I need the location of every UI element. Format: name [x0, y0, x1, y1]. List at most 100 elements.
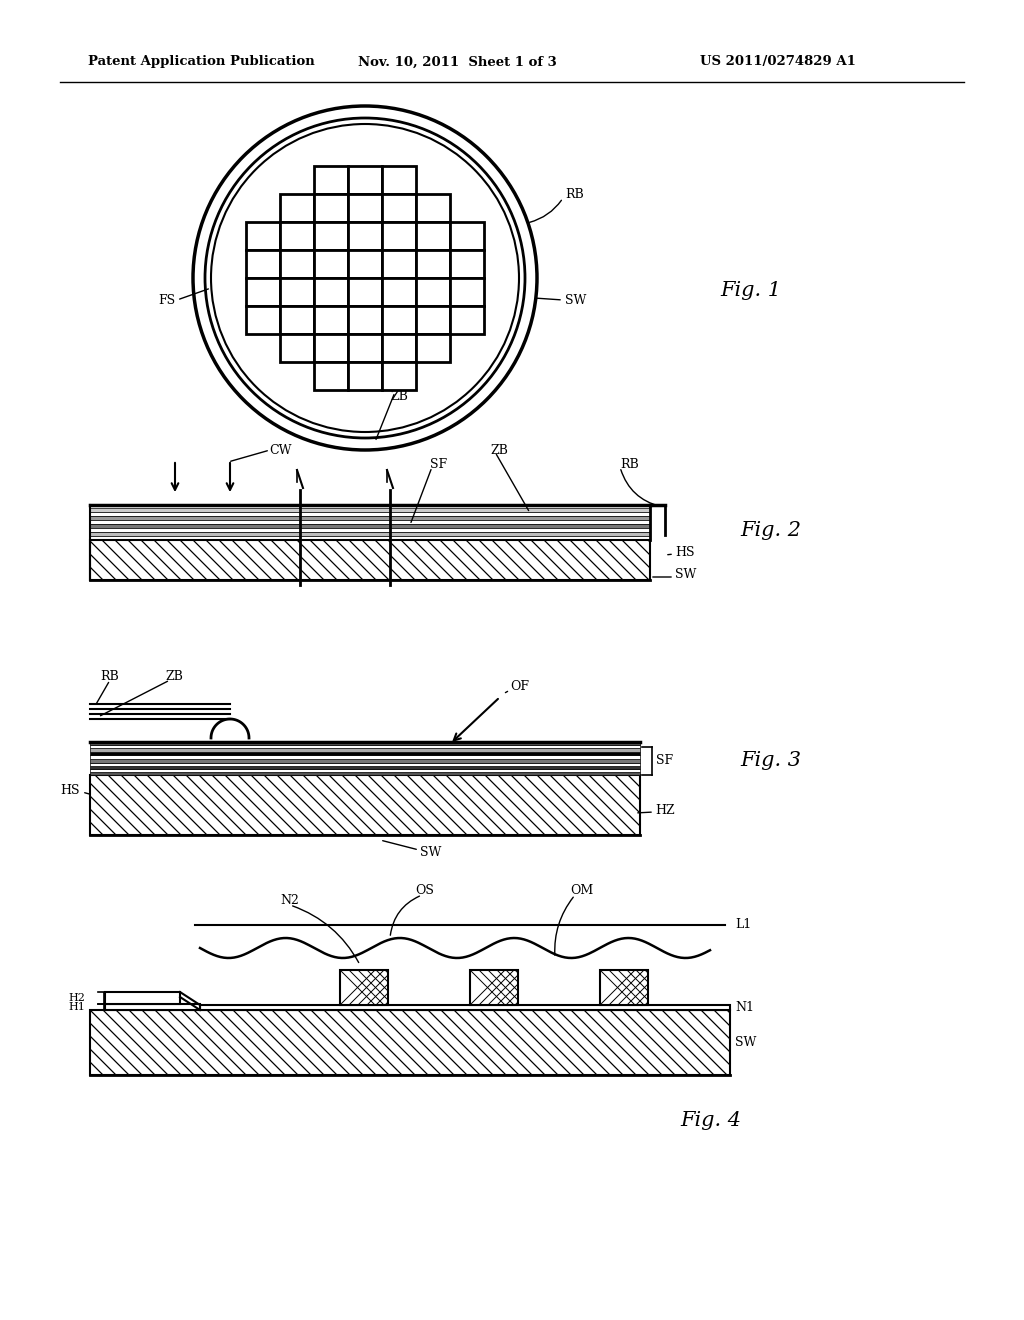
Text: RB: RB — [100, 671, 119, 684]
Bar — [450, 279, 484, 306]
Text: SW: SW — [565, 293, 587, 306]
Bar — [416, 279, 450, 306]
Text: SW: SW — [675, 569, 696, 582]
Text: Fig. 1: Fig. 1 — [720, 281, 781, 300]
Bar — [105, 993, 180, 1005]
Text: CW: CW — [268, 444, 291, 457]
Bar — [314, 194, 348, 222]
Text: OF: OF — [510, 681, 529, 693]
Bar — [450, 306, 484, 334]
Bar — [314, 166, 348, 194]
Text: ZB: ZB — [490, 444, 508, 457]
Bar — [90, 516, 650, 520]
Bar — [90, 1010, 730, 1074]
Bar — [90, 540, 650, 579]
Text: SF: SF — [656, 755, 673, 767]
Bar — [90, 770, 640, 772]
Bar — [382, 194, 416, 222]
Bar — [382, 222, 416, 249]
Bar — [90, 512, 650, 516]
Text: H1: H1 — [69, 1002, 85, 1012]
Text: HS: HS — [675, 545, 694, 558]
Bar — [348, 194, 382, 222]
Bar — [90, 536, 650, 540]
Bar — [90, 742, 640, 744]
Text: SW: SW — [420, 846, 441, 859]
Bar — [280, 222, 314, 249]
Bar — [246, 279, 280, 306]
Bar — [90, 752, 640, 755]
Bar — [90, 528, 650, 532]
Bar — [382, 334, 416, 362]
Bar — [90, 508, 650, 512]
Bar — [470, 970, 518, 1005]
Text: FS: FS — [158, 293, 175, 306]
Text: Patent Application Publication: Patent Application Publication — [88, 55, 314, 69]
Bar — [90, 748, 640, 752]
Bar — [416, 249, 450, 279]
Bar — [90, 532, 650, 536]
Bar — [600, 970, 648, 1005]
Text: RB: RB — [565, 189, 584, 202]
Bar — [314, 334, 348, 362]
Text: OM: OM — [570, 883, 593, 896]
Bar — [246, 222, 280, 249]
Bar — [280, 249, 314, 279]
Text: SW: SW — [735, 1036, 757, 1049]
Bar — [90, 755, 640, 759]
Bar — [90, 744, 640, 748]
Bar — [90, 759, 640, 763]
Ellipse shape — [211, 124, 519, 432]
Bar — [280, 194, 314, 222]
Bar — [246, 306, 280, 334]
Bar — [450, 249, 484, 279]
Bar — [200, 1005, 730, 1010]
Text: N2: N2 — [280, 894, 299, 907]
Text: N1: N1 — [735, 1001, 754, 1014]
Text: OS: OS — [415, 883, 434, 896]
Text: ZB: ZB — [390, 389, 408, 403]
Bar — [314, 279, 348, 306]
Bar — [90, 520, 650, 524]
Bar — [382, 279, 416, 306]
Text: SF: SF — [430, 458, 447, 471]
Bar — [348, 362, 382, 389]
Text: HZ: HZ — [655, 804, 675, 817]
Bar — [105, 1005, 200, 1010]
Bar — [90, 772, 640, 775]
Bar — [348, 334, 382, 362]
Bar — [314, 222, 348, 249]
Text: Fig. 4: Fig. 4 — [680, 1110, 741, 1130]
Bar — [314, 306, 348, 334]
Text: H2: H2 — [69, 993, 85, 1003]
Bar — [348, 166, 382, 194]
Bar — [416, 334, 450, 362]
Bar — [314, 362, 348, 389]
Bar — [348, 249, 382, 279]
Text: HS: HS — [60, 784, 80, 796]
Bar — [416, 222, 450, 249]
Text: Fig. 3: Fig. 3 — [740, 751, 801, 770]
Text: RB: RB — [620, 458, 639, 471]
Text: US 2011/0274829 A1: US 2011/0274829 A1 — [700, 55, 856, 69]
Ellipse shape — [193, 106, 537, 450]
Bar — [90, 763, 640, 766]
Text: ZB: ZB — [165, 671, 183, 684]
Bar — [90, 524, 650, 528]
Bar — [314, 249, 348, 279]
Bar — [382, 166, 416, 194]
Bar — [348, 279, 382, 306]
Ellipse shape — [205, 117, 525, 438]
Text: Fig. 2: Fig. 2 — [740, 520, 801, 540]
Bar — [340, 970, 388, 1005]
Bar — [416, 194, 450, 222]
Bar — [382, 306, 416, 334]
Bar — [382, 362, 416, 389]
Bar — [382, 249, 416, 279]
Bar — [280, 279, 314, 306]
Bar — [90, 766, 640, 770]
Bar — [246, 249, 280, 279]
Bar — [90, 775, 640, 836]
Bar — [280, 334, 314, 362]
Bar — [280, 306, 314, 334]
